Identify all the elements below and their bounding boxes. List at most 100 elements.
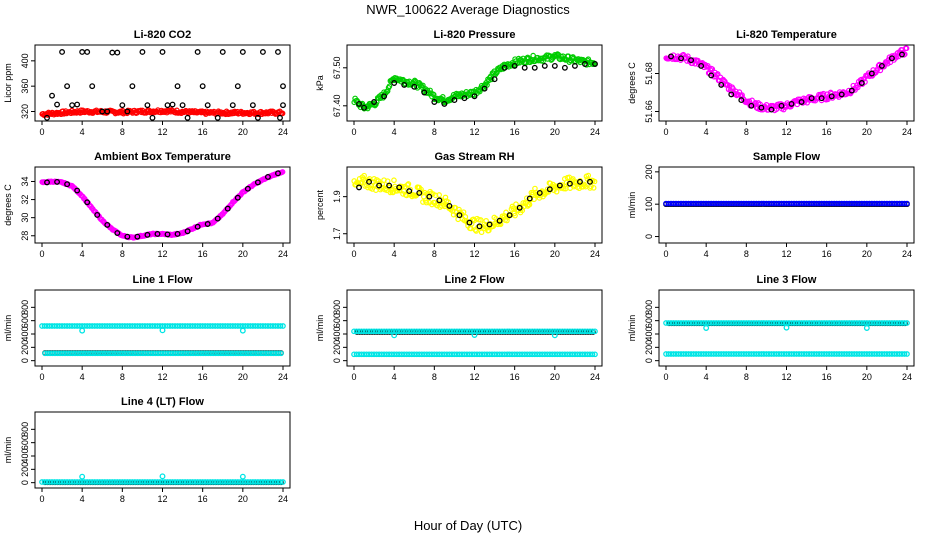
chart-panel-1: Li-820 CO2 0 4 8 12 16 20 24 320 360 400 Licor ppm [3, 29, 291, 137]
x-tick-label: 12 [781, 372, 791, 382]
data-point [114, 230, 121, 236]
data-point [391, 177, 397, 184]
data-point [587, 178, 593, 185]
data-point [546, 186, 553, 193]
y-tick-label: 800 [644, 300, 654, 315]
x-tick-label: 0 [39, 249, 44, 259]
data-point [361, 104, 367, 111]
data-point [501, 64, 508, 71]
x-tick-label: 8 [432, 249, 437, 259]
data-point-outlier [239, 473, 246, 480]
data-point [79, 49, 86, 55]
x-tick-label: 0 [351, 249, 356, 259]
data-point [184, 228, 191, 235]
data-point [49, 92, 55, 99]
data-point [124, 108, 131, 115]
x-tick-label: 4 [704, 127, 709, 137]
data-point [399, 183, 405, 190]
chart-panel-2: Li-820 Pressure 0 4 8 12 16 20 24 67.40 67.50 kPa [315, 29, 603, 137]
data-point-outlier [79, 327, 86, 334]
data-point [356, 100, 362, 107]
chart-title: Li-820 Temperature [736, 29, 837, 41]
data-point [275, 49, 281, 55]
data-point [576, 178, 583, 185]
x-tick-label: 20 [238, 372, 248, 382]
figure-title: NWR_100622 Average Diagnostics [366, 2, 570, 17]
data-point [244, 185, 251, 192]
y-tick-label: 600 [20, 435, 30, 450]
data-point [461, 95, 468, 102]
data-point [381, 93, 388, 100]
x-tick-label: 4 [392, 372, 397, 382]
data-point [531, 64, 538, 71]
data-point [249, 102, 256, 109]
data-point [728, 91, 735, 98]
data-point [511, 62, 518, 69]
data-point [592, 61, 598, 67]
data-point [154, 231, 161, 237]
data-point [144, 102, 151, 109]
data-point [134, 233, 141, 240]
data-point [504, 217, 510, 224]
y-axis-label: degrees C [3, 184, 13, 226]
data-point [159, 49, 166, 55]
data-point-outlier [703, 325, 710, 331]
data-point [592, 328, 598, 335]
data-point [556, 182, 563, 189]
x-tick-label: 8 [432, 127, 437, 137]
data-point [234, 83, 241, 90]
data-point [384, 88, 391, 94]
chart-title: Li-820 Pressure [434, 29, 516, 41]
data-point [483, 217, 489, 224]
y-tick-label: 32 [20, 195, 30, 205]
data-point [426, 193, 433, 200]
data-point [64, 83, 71, 90]
data-point [497, 221, 504, 228]
y-axis-label: Licor ppm [3, 63, 13, 103]
y-tick-label: 800 [20, 300, 30, 315]
x-tick-label: 0 [663, 372, 668, 382]
y-tick-label: 200 [644, 340, 654, 355]
y-tick-label: 400 [20, 448, 30, 463]
x-tick-label: 4 [704, 372, 709, 382]
data-point [904, 200, 910, 207]
y-tick-label: 200 [20, 340, 30, 355]
data-point-outlier [159, 327, 166, 334]
data-point [280, 323, 286, 329]
x-tick-label: 4 [80, 127, 85, 137]
x-tick-label: 12 [157, 249, 167, 259]
x-tick-label: 16 [822, 249, 832, 259]
data-point [436, 197, 443, 204]
data-point [862, 79, 868, 85]
data-point-outlier [159, 473, 166, 480]
x-tick-label: 16 [822, 372, 832, 382]
chart-title: Li-820 CO2 [134, 29, 191, 41]
x-tick-label: 8 [120, 494, 125, 504]
x-tick-label: 20 [550, 249, 560, 259]
x-tick-label: 8 [744, 249, 749, 259]
data-point [901, 51, 908, 58]
data-point [421, 189, 428, 196]
data-point [456, 206, 462, 213]
data-point [432, 192, 439, 199]
data-point [512, 212, 518, 219]
data-point [264, 174, 271, 180]
x-tick-label: 0 [351, 127, 356, 137]
y-tick-label: 100 [644, 197, 654, 212]
x-tick-label: 8 [744, 127, 749, 137]
y-axis-label: ml/min [3, 437, 13, 464]
data-point [551, 62, 558, 69]
y-tick-label: 400 [644, 326, 654, 341]
data-point [366, 178, 373, 185]
y-axis-label: ml/min [315, 315, 325, 342]
x-tick-label: 16 [510, 127, 520, 137]
y-tick-label: 600 [20, 313, 30, 328]
data-point [592, 351, 598, 358]
data-point [714, 72, 720, 78]
data-point [460, 209, 467, 215]
x-tick-label: 20 [862, 249, 872, 259]
data-point [481, 85, 488, 92]
data-point [526, 195, 533, 202]
